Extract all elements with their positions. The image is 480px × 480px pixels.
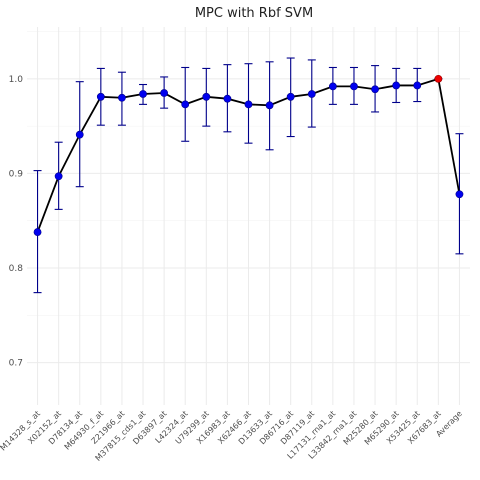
data-point (118, 93, 126, 102)
chart-title: MPC with Rbf SVM (195, 6, 313, 21)
y-tick-label: 0.9 (9, 169, 24, 179)
x-axis-tick-labels: M14328_s_atX02152_atD78134_atM64930_f_at… (0, 409, 464, 463)
data-point (160, 89, 169, 97)
data-point (181, 100, 190, 109)
data-point (413, 81, 422, 90)
data-point (371, 85, 379, 94)
data-point (139, 90, 147, 98)
data-point (75, 130, 84, 139)
data-point (307, 90, 316, 98)
data-point (202, 92, 211, 101)
data-point (223, 94, 232, 103)
average-connector (437, 78, 461, 195)
data-point (350, 82, 358, 91)
y-tick-label: 0.8 (9, 264, 24, 274)
y-tick-label: 1.0 (9, 75, 24, 85)
data-point (328, 82, 337, 91)
data-point (265, 101, 274, 110)
data-point (455, 190, 464, 199)
data-point (54, 172, 63, 181)
data-point (244, 100, 253, 109)
data-point (96, 92, 105, 101)
data-points (33, 74, 464, 236)
series-path (36, 77, 439, 233)
y-axis-tick-labels: 0.7 0.8 0.9 1.0 (9, 75, 24, 369)
data-point (392, 81, 401, 90)
y-tick-label: 0.7 (9, 359, 23, 369)
data-point (33, 228, 42, 236)
highlighted-point (434, 74, 443, 83)
data-point (286, 92, 295, 101)
